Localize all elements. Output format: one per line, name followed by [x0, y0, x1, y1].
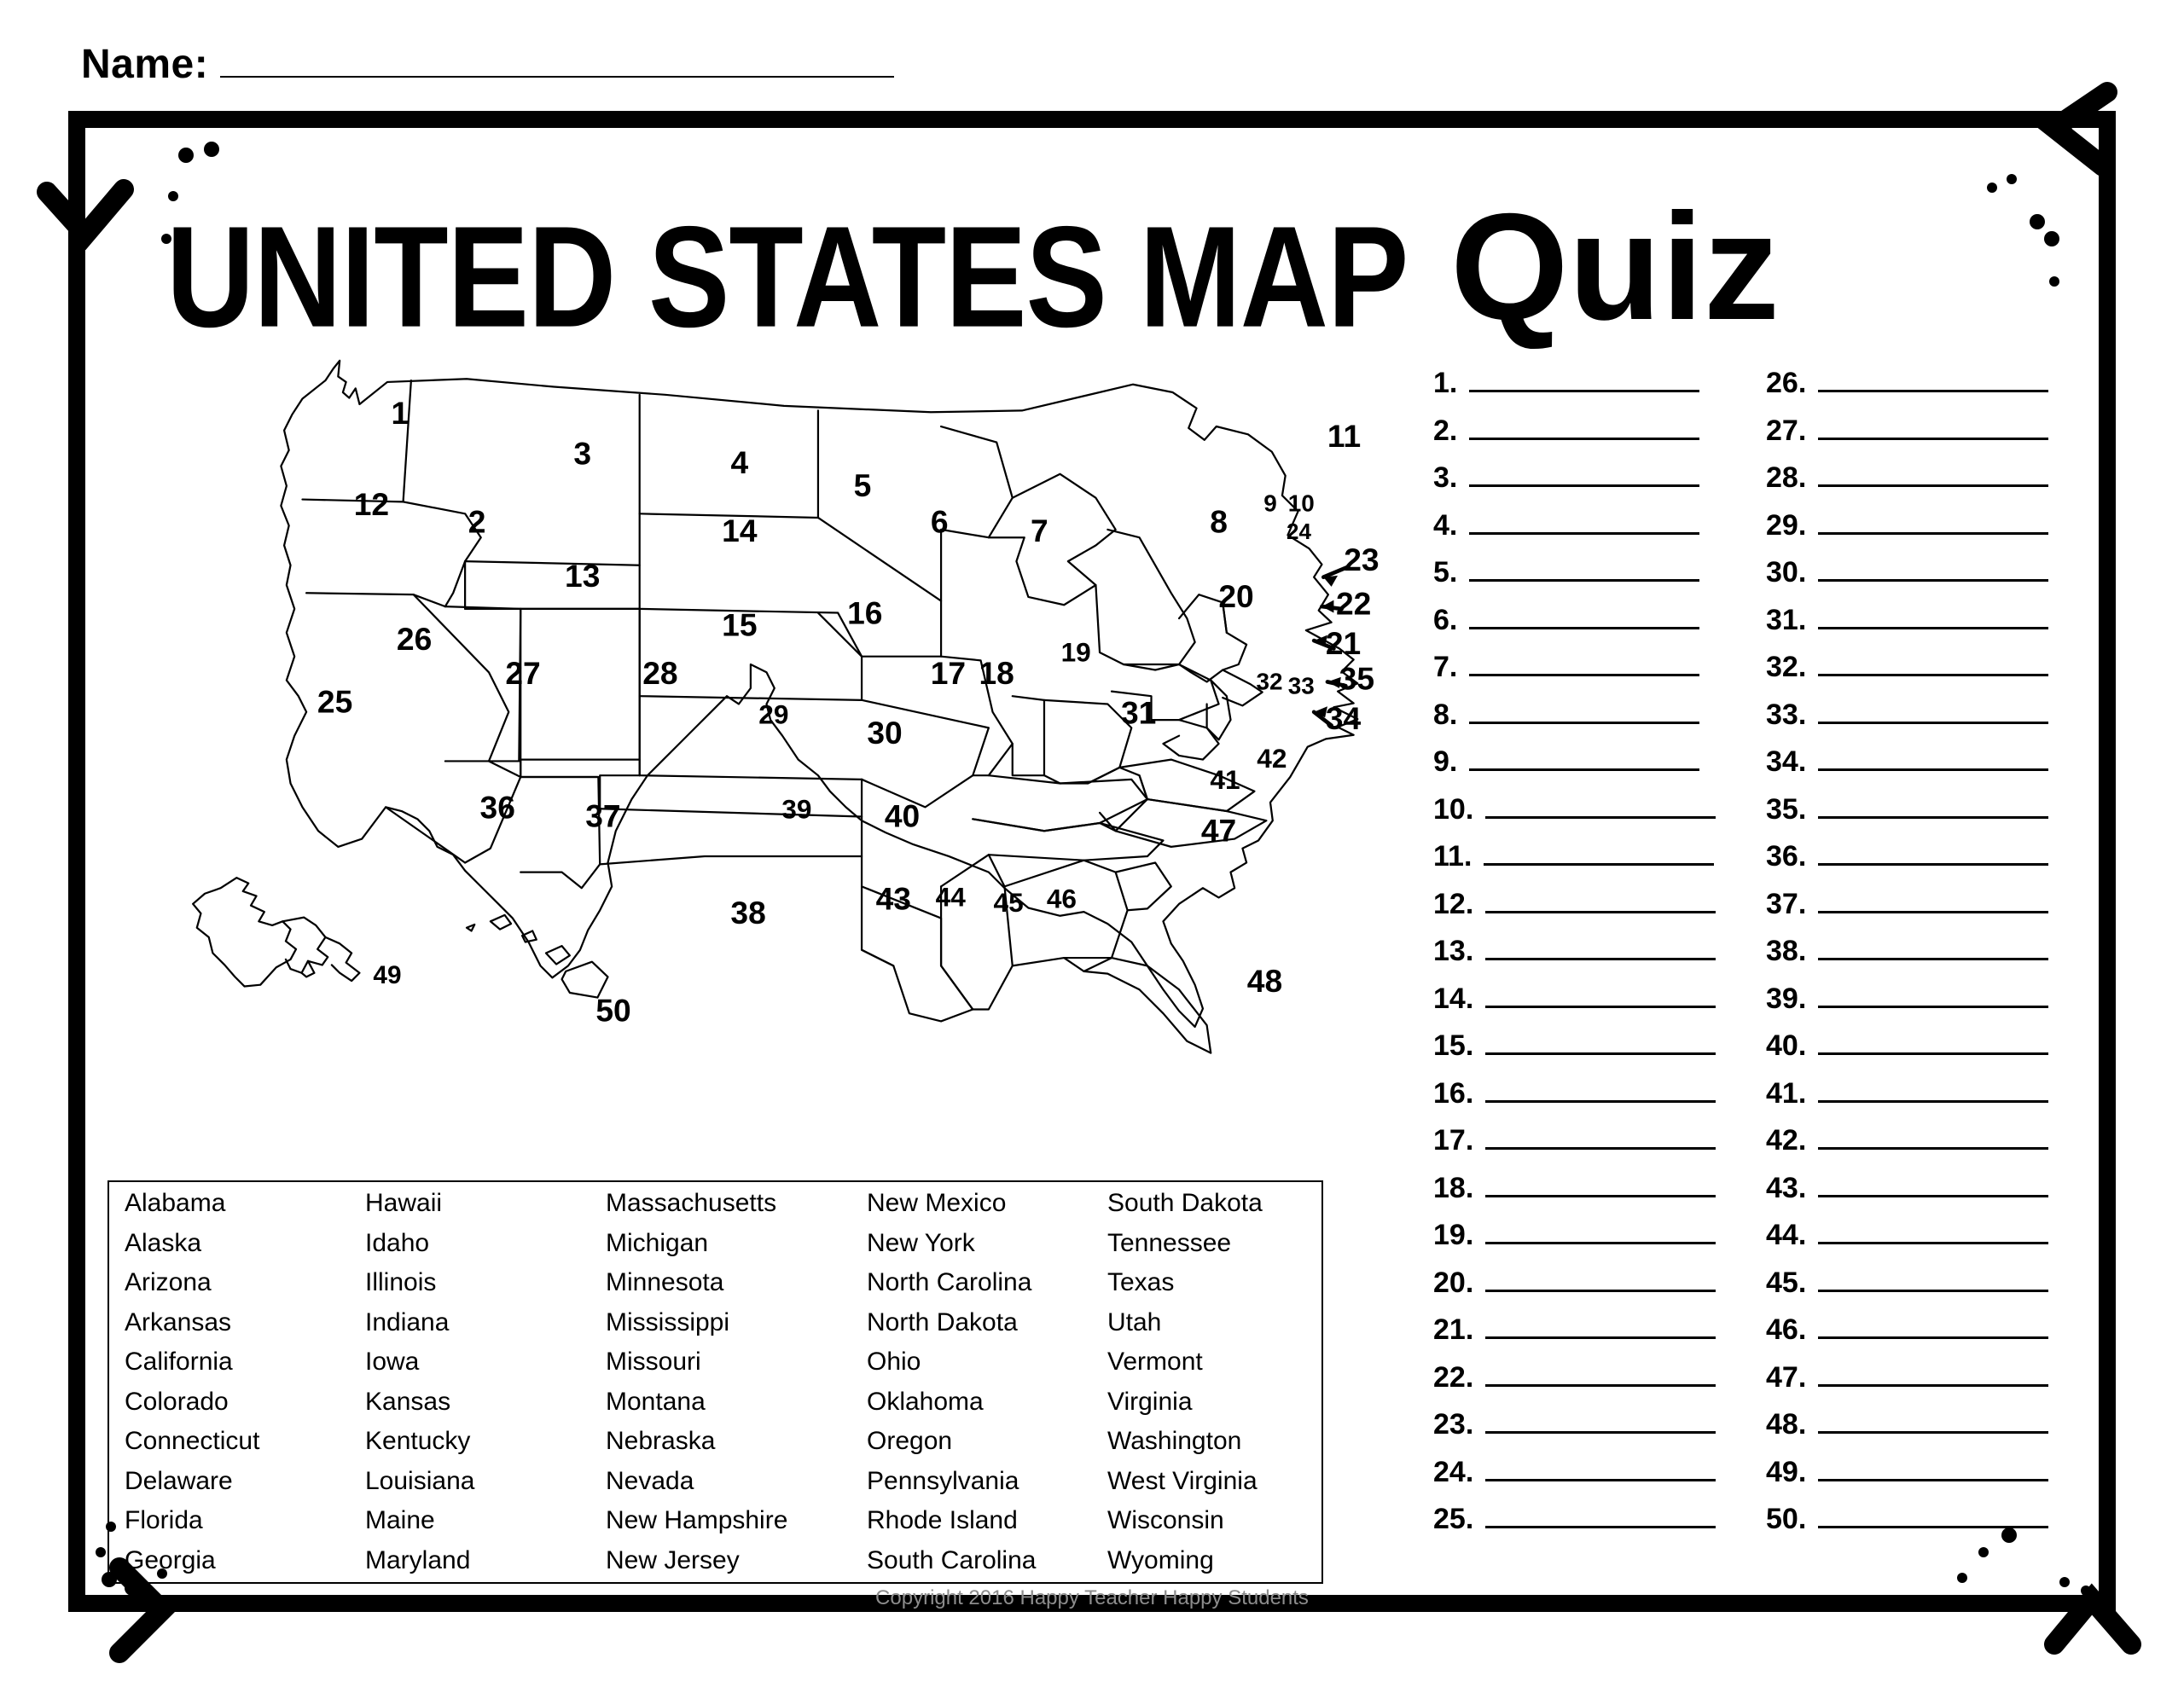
- svg-text:48: 48: [1247, 963, 1282, 999]
- svg-text:4: 4: [731, 444, 749, 480]
- svg-text:50: 50: [595, 992, 630, 1028]
- svg-text:10: 10: [1288, 490, 1315, 517]
- svg-text:28: 28: [642, 655, 677, 691]
- svg-text:24: 24: [1287, 519, 1311, 544]
- svg-text:45: 45: [994, 887, 1024, 918]
- svg-text:20: 20: [1218, 578, 1253, 614]
- svg-text:32: 32: [1257, 669, 1283, 695]
- svg-text:39: 39: [781, 793, 811, 824]
- svg-text:11: 11: [1327, 418, 1361, 454]
- svg-text:7: 7: [1031, 513, 1048, 548]
- svg-text:26: 26: [397, 621, 432, 657]
- svg-text:3: 3: [573, 436, 591, 472]
- svg-text:40: 40: [885, 798, 920, 834]
- svg-text:17: 17: [931, 655, 966, 691]
- svg-text:19: 19: [1061, 636, 1091, 667]
- svg-text:2: 2: [468, 504, 486, 540]
- svg-text:38: 38: [730, 895, 765, 930]
- svg-text:30: 30: [867, 715, 902, 751]
- svg-text:34: 34: [1326, 700, 1362, 736]
- svg-text:14: 14: [722, 513, 758, 548]
- svg-text:16: 16: [847, 595, 882, 631]
- svg-text:41: 41: [1210, 764, 1240, 795]
- svg-text:6: 6: [931, 504, 949, 540]
- svg-text:1: 1: [392, 395, 410, 431]
- svg-text:29: 29: [758, 699, 788, 730]
- svg-text:22: 22: [1336, 585, 1371, 621]
- svg-text:49: 49: [373, 961, 401, 989]
- svg-text:15: 15: [722, 607, 757, 643]
- svg-text:35: 35: [1339, 661, 1374, 697]
- svg-text:46: 46: [1047, 883, 1077, 913]
- svg-text:13: 13: [565, 558, 600, 594]
- svg-text:43: 43: [876, 880, 911, 916]
- svg-text:31: 31: [1121, 695, 1156, 731]
- svg-text:36: 36: [480, 789, 515, 825]
- svg-text:9: 9: [1263, 490, 1277, 517]
- svg-text:27: 27: [505, 655, 540, 691]
- svg-text:8: 8: [1210, 504, 1228, 540]
- svg-text:18: 18: [979, 655, 1014, 691]
- svg-text:47: 47: [1201, 812, 1236, 848]
- svg-text:33: 33: [1288, 672, 1315, 699]
- svg-text:44: 44: [936, 882, 967, 913]
- svg-text:21: 21: [1326, 625, 1361, 661]
- svg-text:37: 37: [585, 798, 620, 834]
- svg-text:5: 5: [854, 467, 872, 503]
- svg-text:12: 12: [354, 486, 389, 522]
- svg-text:23: 23: [1344, 542, 1379, 577]
- svg-text:25: 25: [317, 684, 352, 720]
- svg-text:42: 42: [1257, 743, 1287, 774]
